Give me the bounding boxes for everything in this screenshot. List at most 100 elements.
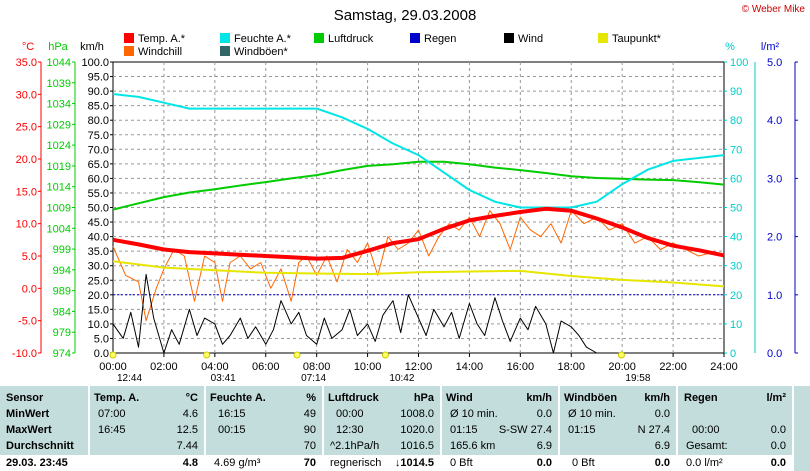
tick-label-pressure: 1009 bbox=[47, 203, 71, 215]
tick-label-wind: 0.0 bbox=[94, 348, 109, 360]
tick-label-temp: 35.0 bbox=[16, 57, 37, 69]
tick-label-pressure: 979 bbox=[53, 327, 71, 339]
stats-trend: ^2.1hPa/h bbox=[330, 440, 380, 452]
stats-last-value: 4.8 bbox=[182, 457, 198, 469]
tick-label-wind: 40.0 bbox=[88, 232, 109, 244]
tick-label-temp: 15.0 bbox=[16, 186, 37, 198]
stats-label-avg: Durchschnitt bbox=[6, 440, 74, 452]
stats-value: 0.0 bbox=[770, 424, 786, 436]
series bbox=[112, 93, 725, 354]
stats-last-value: 0.0 bbox=[770, 457, 786, 469]
tick-label-wind: 75.0 bbox=[88, 130, 109, 142]
stats-header-row: Luftdruck hPa bbox=[324, 390, 440, 406]
event-label: 03:41 bbox=[211, 373, 236, 384]
stats-time: 12:30 bbox=[336, 424, 364, 436]
tick-label-wind: 30.0 bbox=[88, 261, 109, 273]
stats-header-row: Feuchte A.% bbox=[206, 390, 322, 406]
stats-header-row: Wind km/h bbox=[442, 390, 558, 406]
tick-label-wind: 15.0 bbox=[88, 304, 109, 316]
x-tick-label: 02:00 bbox=[150, 361, 178, 373]
legend-swatch-dewpoint bbox=[598, 33, 608, 43]
ticks: 35.0 30.0 25.0 20.0 15.0 10.0 5.0 0.0 -5.0 -10.0 1… bbox=[12, 57, 798, 373]
stats-unit-pressure: hPa bbox=[413, 392, 434, 404]
tick-label-wind: 80.0 bbox=[88, 115, 109, 127]
stats-value: 7.44 bbox=[176, 440, 198, 452]
stats-time: 01:15 bbox=[568, 424, 596, 436]
series-line-feuchte-a bbox=[112, 93, 725, 209]
tick-label-wind: 20.0 bbox=[88, 290, 109, 302]
tick-label-temp: 25.0 bbox=[16, 122, 37, 134]
series-line-wind bbox=[112, 273, 597, 354]
tick-label-wind: 70.0 bbox=[88, 144, 109, 156]
legend-label-windchill: Windchill bbox=[138, 46, 182, 58]
stats-value: 4.6 bbox=[182, 408, 198, 420]
stats-last-row: 0 Bft 0.0 bbox=[560, 455, 676, 471]
tick-label-wind: 65.0 bbox=[88, 159, 109, 171]
stats-row: Durchschnitt bbox=[0, 438, 88, 454]
x-tick-label: 24:00 bbox=[710, 361, 738, 373]
stats-last-value: ↓1014.5 bbox=[394, 457, 434, 469]
legend-label-gust: Windböen* bbox=[234, 46, 289, 58]
tick-label-pressure: 1029 bbox=[47, 119, 71, 131]
legend-label-wind: Wind bbox=[518, 33, 543, 45]
tick-label-pressure: 1034 bbox=[47, 99, 71, 111]
stats-row: MaxWert bbox=[0, 422, 88, 438]
stats-col-rain: Regen l/m² 00:00 0.0 Gesamt: 0.0 0.0 l/m² 0.… bbox=[678, 386, 792, 471]
x-tick-label: 10:00 bbox=[354, 361, 382, 373]
stats-row: MinWert bbox=[0, 406, 88, 422]
tick-label-pressure: 1014 bbox=[47, 182, 71, 194]
tick-label-wind: 10.0 bbox=[88, 319, 109, 331]
grid bbox=[113, 62, 724, 353]
tick-label-wind: 45.0 bbox=[88, 217, 109, 229]
tick-label-rain: 3.0 bbox=[767, 173, 782, 185]
tick-label-humidity: 100 bbox=[730, 57, 748, 69]
legend-swatch-rain bbox=[410, 33, 420, 43]
tick-label-wind: 5.0 bbox=[94, 333, 109, 345]
tick-label-rain: 5.0 bbox=[767, 57, 782, 69]
tick-label-pressure: 989 bbox=[53, 286, 71, 298]
events: 12:44 03:41 07:14 10:42 19:58 bbox=[109, 351, 651, 384]
stats-label-max: MaxWert bbox=[6, 424, 52, 436]
legend-label-humidity: Feuchte A.* bbox=[234, 33, 292, 45]
stats-time: Ø 10 min. bbox=[450, 408, 498, 420]
stats-row: 07:00 4.6 bbox=[90, 406, 204, 422]
stats-rain-amount: 0.0 l/m² bbox=[686, 457, 723, 469]
stats-unit-rain: l/m² bbox=[766, 392, 786, 404]
stats-beaufort: 0 Bft bbox=[450, 457, 473, 469]
stats-last-row: 0.0 l/m² 0.0 bbox=[678, 455, 792, 471]
tick-label-temp: 10.0 bbox=[16, 219, 37, 231]
legend-label-temp: Temp. A.* bbox=[138, 33, 186, 45]
stats-time: 01:15 bbox=[450, 424, 478, 436]
series-line-luftdruck bbox=[112, 160, 725, 211]
tick-label-humidity: 70 bbox=[730, 144, 742, 156]
x-tick-label: 14:00 bbox=[456, 361, 484, 373]
stats-total-label: Gesamt: bbox=[686, 440, 728, 452]
stats-last-abs-humidity: 4.69 g/m³ bbox=[214, 457, 261, 469]
x-tick-label: 22:00 bbox=[659, 361, 687, 373]
stats-col-humidity: Feuchte A.% 16:15 49 00:15 90 70 4.69 g/m³… bbox=[206, 386, 322, 471]
tick-label-rain: 1.0 bbox=[767, 290, 782, 302]
stats-header-row: Temp. A. °C bbox=[90, 390, 204, 406]
stats-header-rain: Regen bbox=[684, 392, 718, 404]
stats-label-min: MinWert bbox=[6, 408, 50, 420]
stats-time: 00:15 bbox=[218, 424, 246, 436]
stats-header-row: Sensor bbox=[0, 390, 88, 406]
stats-last-value: 70 bbox=[303, 457, 316, 469]
axis-unit-temp: °C bbox=[22, 41, 34, 53]
x-tick-label: 16:00 bbox=[507, 361, 535, 373]
stats-header-row: Windböen km/h bbox=[560, 390, 676, 406]
tick-label-wind: 100.0 bbox=[81, 57, 109, 69]
stats-value: 49 bbox=[303, 408, 316, 420]
stats-col-sensor: Sensor MinWert MaxWert Durchschnitt 29.0… bbox=[0, 386, 88, 471]
stats-forecast: regnerisch bbox=[330, 457, 382, 469]
tick-label-pressure: 1024 bbox=[47, 140, 71, 152]
stats-col-pressure: Luftdruck hPa 00:00 1008.0 12:30 1020.0 ^2.… bbox=[324, 386, 440, 471]
tick-label-pressure: 974 bbox=[53, 348, 71, 360]
stats-value: 0.0 bbox=[536, 408, 552, 420]
x-tick-label: 08:00 bbox=[303, 361, 331, 373]
series-line-temp-a bbox=[112, 206, 725, 261]
tick-label-pressure: 999 bbox=[53, 244, 71, 256]
tick-label-wind: 55.0 bbox=[88, 188, 109, 200]
legend-swatch-temp bbox=[124, 33, 134, 43]
weather-chart: Samstag, 29.03.2008 © Weber Mike Temp. A… bbox=[12, 4, 806, 384]
